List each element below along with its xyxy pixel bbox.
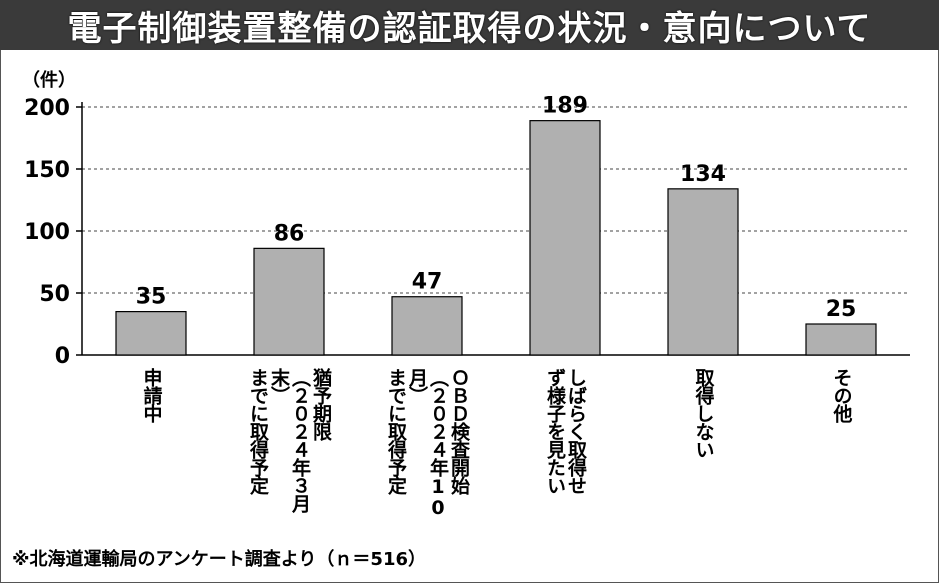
title-bar: 電子制御装置整備の認証取得の状況・意向について xyxy=(0,0,939,50)
y-tick-label: 100 xyxy=(24,220,70,245)
bar xyxy=(667,188,739,356)
x-tick-label-line: ＯＢＤ検査開始 xyxy=(448,368,470,494)
x-tick-label-line: 猶予期限 xyxy=(310,368,332,440)
y-tick-label: 0 xyxy=(55,344,70,369)
bar xyxy=(115,311,187,356)
bar xyxy=(529,120,601,356)
y-tick-label: 50 xyxy=(39,282,70,307)
data-label: 134 xyxy=(680,162,726,187)
x-tick-label-line: その他 xyxy=(830,368,853,422)
x-tick-label-line: 申請中 xyxy=(140,368,163,422)
x-tick-label-line: （２０２４年３月末） xyxy=(268,368,311,512)
x-tick-label: ＯＢＤ検査開始 （２０２４年10月） までに取得予定 xyxy=(385,368,470,538)
y-axis-unit: （件） xyxy=(22,70,76,91)
y-tick-label: 150 xyxy=(24,158,70,183)
x-tick-label-line: しばらく取得せ xyxy=(565,368,587,494)
x-tick-label: その他 xyxy=(830,368,853,538)
data-label: 86 xyxy=(274,221,305,246)
x-tick-label: しばらく取得せ ず様子を見たい xyxy=(543,368,587,538)
data-label: 35 xyxy=(136,285,167,310)
data-label: 189 xyxy=(542,94,588,119)
x-tick-label-line: （２０２４年10月） xyxy=(406,368,449,518)
bar xyxy=(805,323,877,356)
bar xyxy=(253,247,325,356)
x-tick-label: 申請中 xyxy=(140,368,163,538)
bar xyxy=(391,296,463,356)
footnote: ※北海道運輸局のアンケート調査より（ｎ＝516） xyxy=(12,549,426,570)
y-tick-label: 200 xyxy=(24,96,70,121)
x-tick-label-line: 取得しない xyxy=(692,368,715,458)
x-tick-label: 取得しない xyxy=(692,368,715,538)
chart-title: 電子制御装置整備の認証取得の状況・意向について xyxy=(67,8,872,49)
x-tick-label-line: までに取得予定 xyxy=(247,368,269,494)
x-tick-label: 猶予期限 （２０２４年３月末） までに取得予定 xyxy=(247,368,332,538)
x-tick-label-line: までに取得予定 xyxy=(385,368,407,494)
data-label: 25 xyxy=(826,297,857,322)
x-tick-label-line: ず様子を見たい xyxy=(544,368,566,494)
data-label: 47 xyxy=(412,270,443,295)
